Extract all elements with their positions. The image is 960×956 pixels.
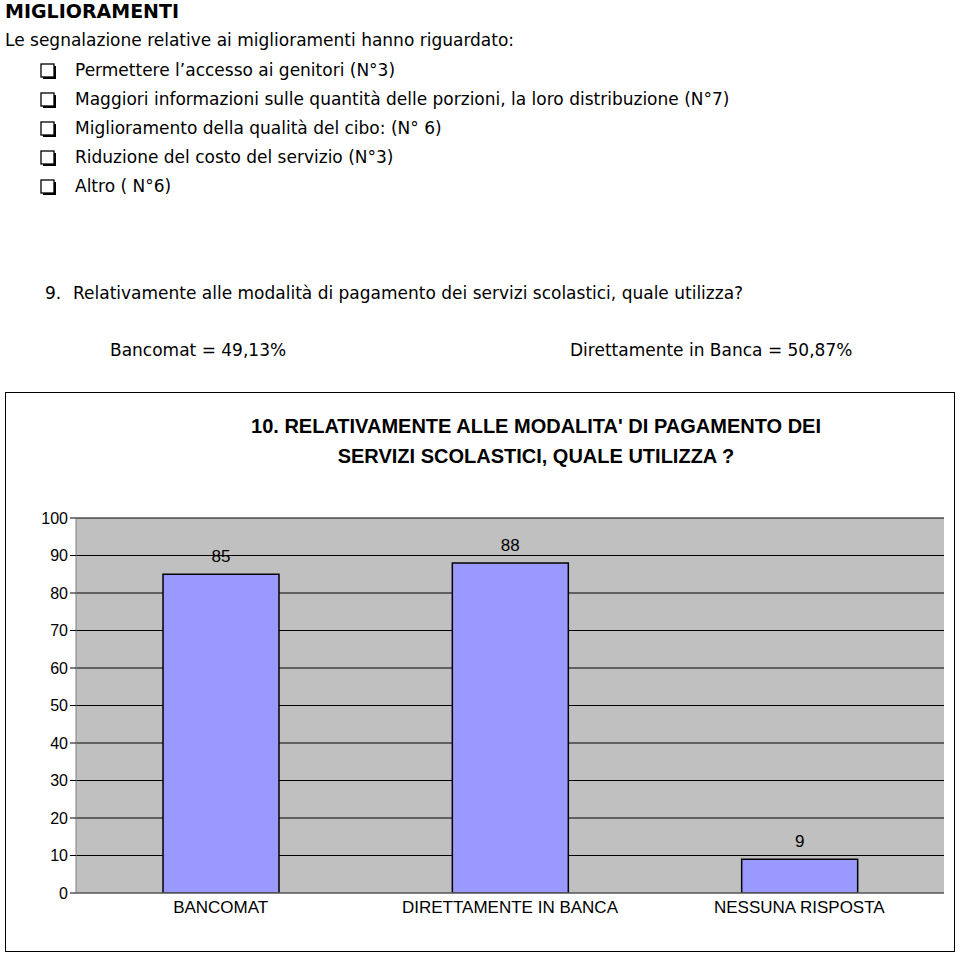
html-text:MIGLIORAMENTI: MIGLIORAMENTI (5, 0, 180, 22)
svg-text:70: 70 (50, 622, 68, 639)
html-text:Maggiori informazioni sulle qu: Maggiori informazioni sulle quantità del… (75, 89, 730, 109)
svg-text:100: 100 (41, 510, 68, 527)
html-text:Relativamente alle modalità di: Relativamente alle modalità di pagamento… (73, 283, 744, 303)
html-text:Permettere l’accesso ai genito: Permettere l’accesso ai genitori (N°3) (75, 60, 396, 80)
svg-text:88: 88 (501, 536, 520, 555)
html-text:Bancomat = 49,13%: Bancomat = 49,13% (110, 340, 287, 360)
html-text:Riduzione del costo del serviz: Riduzione del costo del servizio (N°3) (75, 147, 394, 167)
html-text:10. RELATIVAMENTE ALLE MODALIT: 10. RELATIVAMENTE ALLE MODALITA' DI PAGA… (251, 415, 821, 467)
svg-text:85: 85 (212, 547, 231, 566)
svg-text:NESSUNA RISPOSTA: NESSUNA RISPOSTA (714, 898, 885, 917)
svg-text:BANCOMAT: BANCOMAT (173, 898, 268, 917)
html-text:Le segnalazione relative ai mi: Le segnalazione relative ai migliorament… (5, 30, 515, 50)
html-text:Miglioramento della qualità de: Miglioramento della qualità del cibo: (N… (75, 118, 442, 138)
svg-text:40: 40 (50, 735, 68, 752)
svg-text:80: 80 (50, 585, 68, 602)
svg-text:90: 90 (50, 547, 68, 564)
svg-text:0: 0 (59, 885, 68, 902)
svg-text:9: 9 (795, 832, 804, 851)
html-text:Altro ( N°6): Altro ( N°6) (75, 176, 172, 196)
html-text:Direttamente in Banca = 50,87%: Direttamente in Banca = 50,87% (570, 340, 853, 360)
svg-text:20: 20 (50, 810, 68, 827)
svg-text:50: 50 (50, 697, 68, 714)
html-text:9.: 9. (45, 283, 62, 303)
svg-text:10: 10 (50, 847, 68, 864)
svg-text:DIRETTAMENTE IN BANCA: DIRETTAMENTE IN BANCA (402, 898, 619, 917)
svg-text:60: 60 (50, 660, 68, 677)
svg-text:30: 30 (50, 772, 68, 789)
